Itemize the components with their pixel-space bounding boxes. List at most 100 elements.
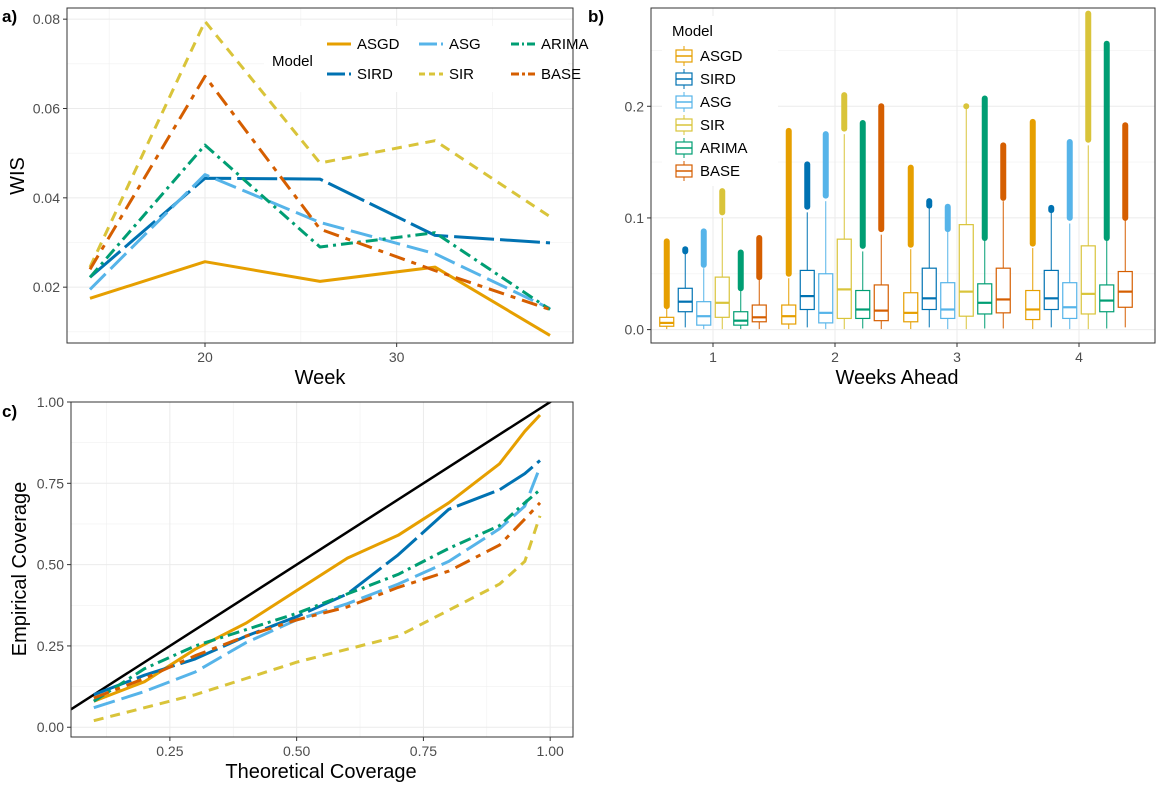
panel-a-border — [66, 7, 574, 344]
y-tick-label: 0.06 — [33, 101, 60, 117]
panel-b-wis-by-weeks-ahead: 1 2 3 4 0.0 0.1 0.2 Weeks Ahead Model ASGD SIRD… — [625, 7, 1156, 389]
series-line-sir — [93, 515, 542, 723]
legend-item-asgd: ASGD — [327, 36, 400, 53]
panel-a-legend: Model ASGD ASG ARIMA SIRD SIR BASE — [264, 26, 589, 92]
legend-label-asg: ASG — [700, 94, 732, 111]
panel-b-border — [650, 7, 1156, 344]
panel-b-tag: b) — [588, 7, 604, 26]
series-line-base — [88, 74, 551, 311]
y-tick-label: 1.00 — [37, 394, 64, 410]
box-body — [659, 316, 675, 327]
legend-label-arima: ARIMA — [700, 140, 748, 157]
legend-label-asg: ASG — [449, 36, 481, 53]
legend-label-sir: SIR — [449, 66, 474, 83]
box-arima-1 — [733, 249, 749, 330]
box-body — [818, 273, 834, 324]
panel-a-tag: a) — [2, 7, 17, 26]
legend-item-sir: SIR — [675, 115, 725, 135]
legend-label-sird: SIRD — [357, 66, 393, 83]
series-line-asg — [88, 173, 551, 310]
panel-c-coverage: 0.25 0.50 0.75 1.00 0.00 0.25 0.50 0.75 1.00 The… — [9, 394, 574, 783]
x-tick-label: 0.75 — [410, 743, 437, 759]
box-arima-3 — [977, 95, 993, 329]
legend-label-asgd: ASGD — [700, 48, 743, 65]
panel-c-border — [70, 401, 574, 738]
box-asgd-4 — [1025, 118, 1041, 330]
box-body — [751, 304, 767, 323]
legend-label-base: BASE — [700, 163, 740, 180]
y-tick-label: 0.08 — [33, 11, 60, 27]
panel-b-x-axis-title: Weeks Ahead — [835, 367, 958, 389]
panel-c-clipped-lines — [71, 402, 553, 723]
panel-a-legend-background — [264, 26, 568, 92]
reference-diagonal-line — [71, 402, 553, 711]
y-tick-label: 0.25 — [37, 638, 64, 654]
box-body — [977, 283, 993, 315]
y-tick-label: 0.50 — [37, 557, 64, 573]
panel-b-legend: Model ASGD SIRD ASG SIR ARIMA BASE — [662, 16, 778, 186]
box-body — [1043, 269, 1059, 311]
panel-a-x-axis-title: Week — [295, 367, 347, 389]
series-line-sir — [88, 19, 551, 268]
y-tick-label: 0.0 — [625, 322, 645, 338]
box-asgd-1 — [659, 238, 675, 330]
legend-item-asg: ASG — [419, 36, 481, 53]
x-tick-label: 0.25 — [156, 743, 183, 759]
box-sird-3 — [921, 198, 937, 328]
box-sir-4 — [1080, 10, 1096, 330]
y-tick-label: 0.02 — [33, 279, 60, 295]
panel-c-tag: c) — [2, 402, 17, 421]
panel-b-legend-title: Model — [672, 23, 713, 40]
box-body — [940, 282, 956, 320]
panel-c-x-axis-title: Theoretical Coverage — [225, 761, 416, 783]
box-arima-4 — [1099, 40, 1115, 329]
box-body — [903, 292, 919, 323]
series-line-asgd — [89, 260, 551, 337]
panel-b-axis-ticks: 1 2 3 4 0.0 0.1 0.2 — [625, 98, 1084, 365]
series-line-asg — [93, 466, 542, 710]
panel-a-legend-title: Model — [272, 53, 313, 70]
y-tick-label: 0.00 — [37, 719, 64, 735]
box-arima-2 — [855, 120, 871, 329]
box-body — [921, 267, 937, 311]
box-body — [995, 267, 1011, 314]
x-tick-label: 30 — [389, 349, 405, 365]
series-line-sird — [89, 176, 551, 279]
legend-item-asgd: ASGD — [675, 46, 743, 66]
box-asg-2 — [818, 131, 834, 330]
legend-label-sird: SIRD — [700, 71, 736, 88]
panel-a-series-lines — [88, 19, 551, 337]
box-sird-4 — [1043, 204, 1059, 328]
box-sird-2 — [799, 161, 815, 328]
series-line-asgd — [93, 413, 542, 703]
box-body — [1062, 282, 1078, 320]
box-asg-3 — [940, 203, 956, 330]
legend-item-base: BASE — [675, 161, 740, 181]
box-body — [714, 276, 730, 318]
y-tick-label: 0.1 — [625, 210, 645, 226]
legend-item-sird: SIRD — [327, 66, 393, 83]
legend-item-asg: ASG — [675, 92, 732, 112]
series-line-arima — [92, 488, 541, 703]
box-body — [1117, 270, 1133, 308]
box-base-4 — [1117, 122, 1133, 328]
legend-item-arima: ARIMA — [511, 36, 589, 53]
x-tick-label: 1.00 — [537, 743, 564, 759]
legend-label-asgd: ASGD — [357, 36, 400, 53]
box-base-2 — [873, 103, 889, 330]
x-tick-label: 3 — [953, 349, 961, 365]
box-body — [855, 289, 871, 320]
box-body — [1080, 245, 1096, 315]
legend-label-base: BASE — [541, 66, 581, 83]
x-tick-label: 1 — [709, 349, 717, 365]
series-line-sird — [93, 459, 541, 697]
box-base-1 — [751, 235, 767, 330]
box-body — [799, 269, 815, 311]
box-body — [1099, 284, 1115, 313]
panel-a-axis-ticks: 20 30 0.02 0.04 0.06 0.08 — [33, 11, 405, 365]
panel-c-series-lines — [71, 402, 553, 723]
y-tick-label: 0.2 — [625, 98, 645, 114]
box-sird-1 — [677, 246, 693, 328]
legend-item-sir: SIR — [419, 66, 474, 83]
